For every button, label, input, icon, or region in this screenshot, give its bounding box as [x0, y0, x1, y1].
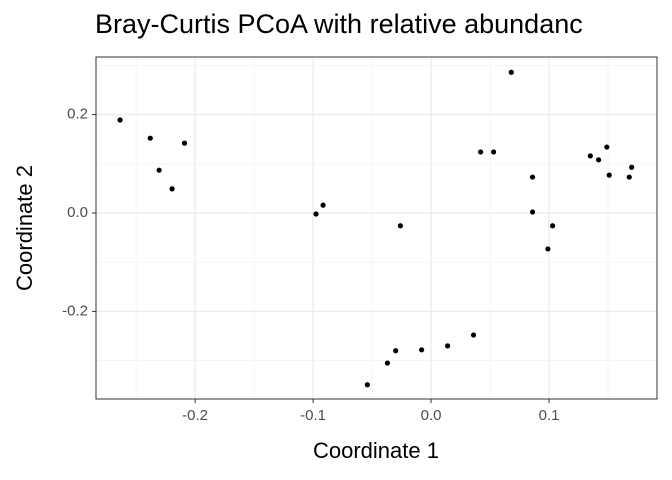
point	[604, 144, 610, 150]
y-tick-label: -0.2	[62, 302, 88, 319]
x-tick-label: -0.1	[300, 407, 326, 424]
point	[384, 360, 391, 366]
y-tick-label: 0.0	[67, 204, 88, 221]
point	[508, 69, 514, 75]
point	[626, 174, 632, 180]
point	[529, 174, 536, 180]
point	[629, 164, 635, 170]
y-tick-label: 0.2	[67, 106, 88, 123]
panel-border	[95, 56, 658, 400]
point	[587, 153, 593, 159]
point	[397, 223, 403, 229]
x-axis-title: Coordinate 1	[313, 438, 439, 463]
point	[529, 209, 536, 215]
point	[147, 135, 153, 141]
point	[117, 117, 123, 123]
point	[320, 202, 326, 208]
x-tick-label: 0.1	[539, 407, 560, 424]
point	[181, 140, 188, 146]
point	[478, 149, 484, 155]
point	[606, 172, 612, 178]
x-tick-label: -0.2	[182, 407, 208, 424]
point	[169, 186, 175, 192]
point	[364, 382, 370, 388]
y-axis-title: Coordinate 2	[12, 165, 37, 291]
point	[393, 348, 399, 354]
point	[419, 347, 425, 353]
point	[470, 332, 477, 338]
point	[545, 246, 551, 252]
point	[444, 343, 451, 349]
point	[313, 211, 319, 217]
point	[549, 223, 556, 229]
point	[595, 157, 602, 163]
chart-title: Bray-Curtis PCoA with relative abundanc	[95, 9, 583, 39]
x-tick-label: 0.0	[421, 407, 442, 424]
point	[490, 149, 497, 155]
point	[156, 167, 162, 173]
